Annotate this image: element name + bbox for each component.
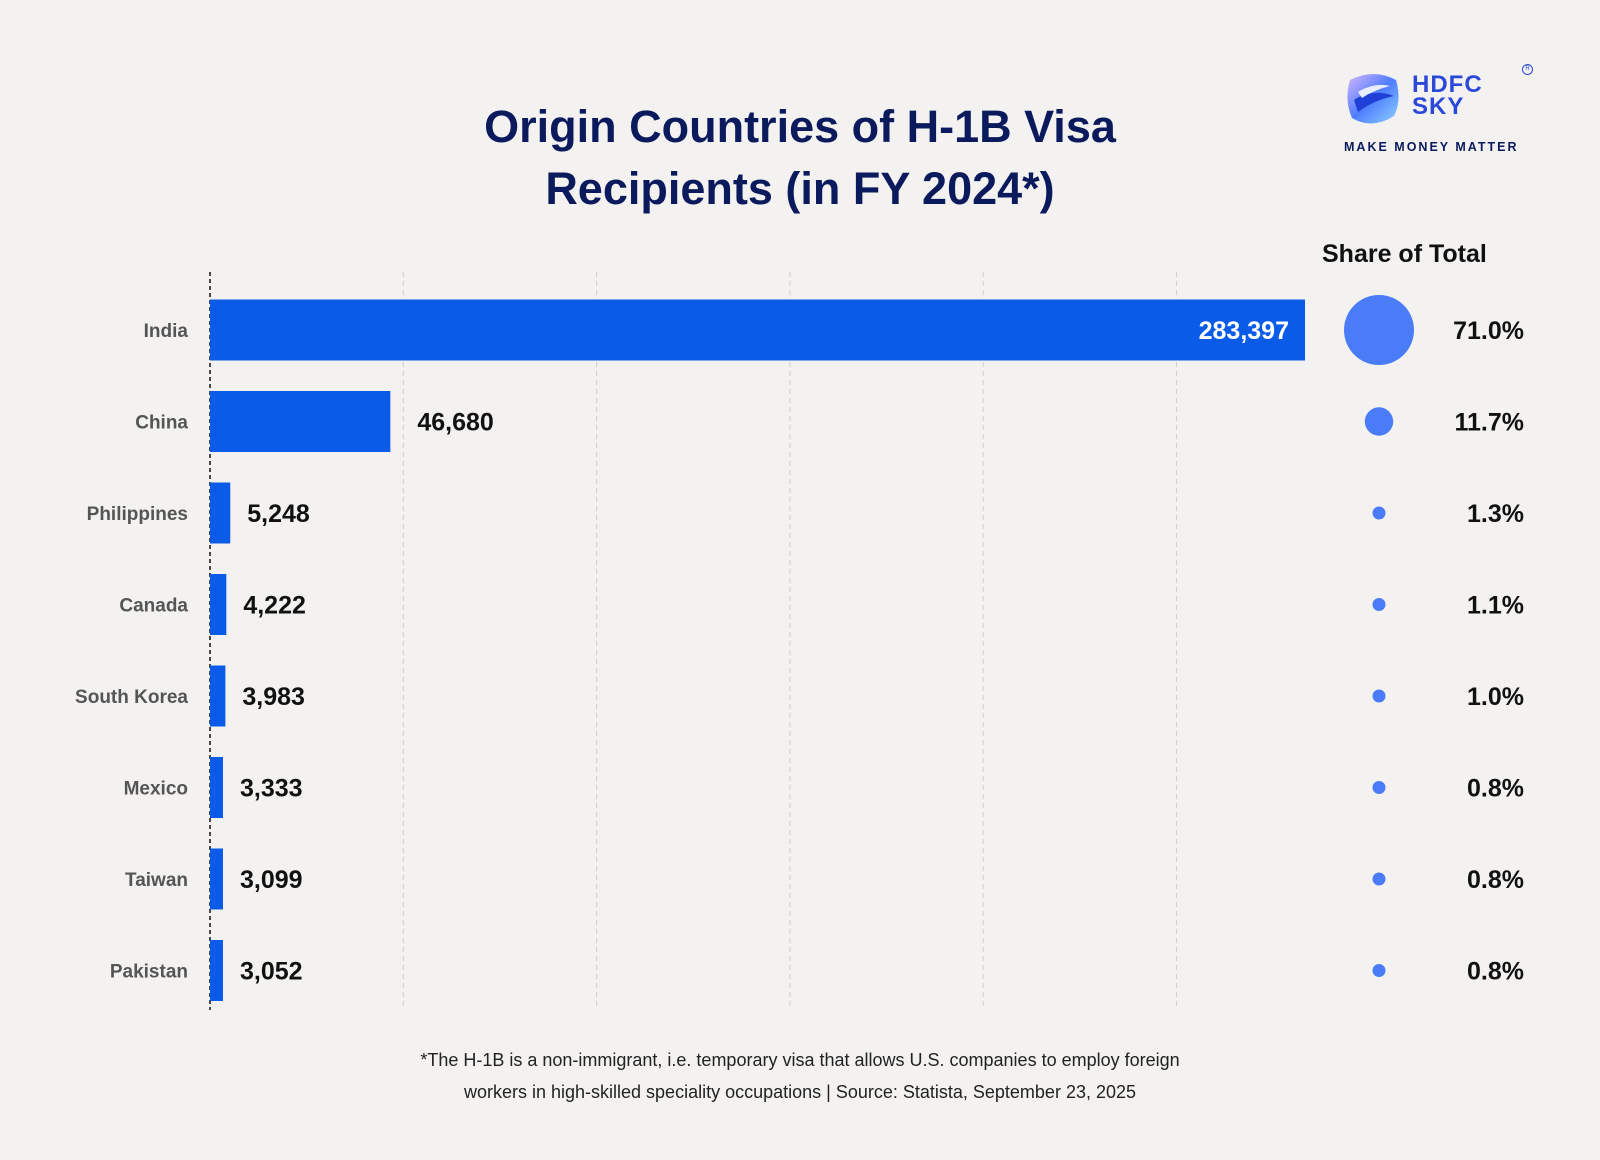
share-bubble bbox=[1372, 872, 1386, 886]
value-label: 3,983 bbox=[242, 683, 305, 711]
share-label: 0.8% bbox=[1467, 775, 1524, 803]
registered-mark-icon: R bbox=[1522, 64, 1533, 75]
bar bbox=[210, 757, 223, 818]
footnote-line-1: *The H-1B is a non-immigrant, i.e. tempo… bbox=[420, 1050, 1180, 1070]
brand-logo: HDFC SKY R MAKE MONEY MATTER bbox=[1338, 64, 1538, 164]
footnote: *The H-1B is a non-immigrant, i.e. tempo… bbox=[300, 1044, 1300, 1108]
category-label: South Korea bbox=[75, 687, 188, 708]
bar bbox=[210, 574, 227, 635]
brand-tagline: MAKE MONEY MATTER bbox=[1344, 140, 1519, 154]
share-label: 71.0% bbox=[1453, 317, 1524, 345]
category-label: Pakistan bbox=[110, 962, 188, 983]
share-bubble bbox=[1372, 964, 1386, 977]
category-label: Philippines bbox=[87, 504, 188, 525]
share-label: 1.1% bbox=[1467, 592, 1524, 620]
share-label: 11.7% bbox=[1454, 409, 1524, 437]
value-label: 3,333 bbox=[240, 775, 303, 803]
category-label: China bbox=[135, 413, 188, 434]
category-label: India bbox=[144, 321, 189, 342]
chart-title-line-2: Recipients (in FY 2024*) bbox=[545, 163, 1055, 214]
bar bbox=[210, 299, 1305, 361]
bar bbox=[210, 391, 391, 452]
footnote-line-2: workers in high-skilled speciality occup… bbox=[463, 1082, 1137, 1102]
share-bubble bbox=[1344, 295, 1414, 365]
brand-name-line-2: SKY bbox=[1412, 93, 1465, 120]
bar bbox=[210, 940, 223, 1001]
share-bubble bbox=[1364, 407, 1394, 436]
category-label: Taiwan bbox=[125, 870, 188, 891]
value-label: 5,248 bbox=[247, 500, 310, 528]
value-label: 283,397 bbox=[1199, 317, 1289, 345]
share-bubble bbox=[1372, 598, 1386, 611]
share-bubble bbox=[1372, 781, 1386, 794]
brand-name: HDFC SKY bbox=[1412, 71, 1483, 120]
share-label: 0.8% bbox=[1467, 866, 1524, 894]
share-label: 0.8% bbox=[1467, 958, 1524, 986]
share-bubble bbox=[1372, 506, 1386, 520]
value-label: 3,099 bbox=[240, 866, 303, 894]
hdfc-sky-logo-icon bbox=[1347, 74, 1399, 124]
value-label: 4,222 bbox=[243, 592, 306, 620]
share-label: 1.3% bbox=[1467, 500, 1524, 528]
category-label: Mexico bbox=[124, 779, 188, 800]
share-of-total-header: Share of Total bbox=[1322, 240, 1487, 268]
brand-name-line-1: HDFC bbox=[1412, 71, 1483, 98]
bar bbox=[210, 848, 223, 910]
share-bubble bbox=[1372, 689, 1386, 703]
chart-title: Origin Countries of H-1B Visa Recipients… bbox=[380, 96, 1220, 220]
chart-title-line-1: Origin Countries of H-1B Visa bbox=[484, 101, 1116, 152]
value-label: 3,052 bbox=[240, 958, 303, 986]
bar bbox=[210, 482, 231, 544]
category-label: Canada bbox=[119, 596, 188, 617]
bar bbox=[210, 665, 226, 727]
value-label: 46,680 bbox=[417, 409, 493, 437]
share-label: 1.0% bbox=[1467, 683, 1524, 711]
